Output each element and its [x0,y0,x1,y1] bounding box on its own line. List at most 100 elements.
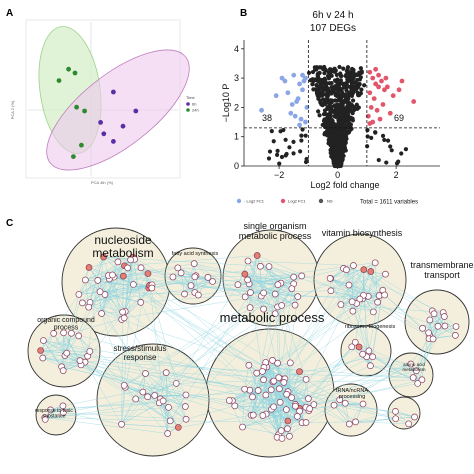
network-edge [88,267,309,399]
network-edge [229,356,367,401]
network-node [293,413,301,420]
network-node [260,305,267,313]
network-edge [78,256,104,336]
network-edge [122,287,153,313]
network-node [164,430,171,437]
network-edge [362,298,434,340]
volcano-ns-point [329,85,334,90]
volcano-point-up [373,66,379,72]
panel-b-volcano-plot: 6h v 24 h 107 DEGs 0 1 2 3 4 −2 0 2 38 69 −Log1… [221,10,440,206]
volcano-ns-point [337,64,342,70]
network-edge [149,285,185,295]
network-node [142,370,149,377]
network-node [280,379,288,386]
network-edge [88,267,126,312]
volcano-y-tick-label: 1 [234,132,239,142]
volcano-y-tick-label: 2 [234,102,239,112]
network-edge [363,269,446,327]
network-edge [62,383,177,407]
group-6h-ellipse [46,49,190,171]
network-node [244,276,251,284]
network-edge [124,373,146,386]
network-node [381,291,388,299]
volcano-ns-point [316,96,321,101]
network-edge [97,267,142,281]
network-node [283,390,291,398]
volcano-ns-point [373,130,378,135]
network-node [304,395,312,402]
network-edge [147,273,192,286]
pca-point-6h [111,89,116,95]
network-node [181,290,188,298]
volcano-ns-point [322,64,327,70]
network-node [278,435,286,442]
volcano-ns-point [329,148,334,153]
network-node [267,386,275,394]
network-edge [176,383,281,403]
volcano-ns-point [337,123,342,128]
network-edge [63,332,68,354]
network-edge [162,400,179,428]
volcano-point-up [399,78,405,84]
network-node [79,299,86,307]
network-edge [121,276,124,425]
volcano-ns-point [344,113,350,118]
network-node [259,368,266,375]
network-node [94,277,102,284]
volcano-ns-point [345,65,351,70]
volcano-subtitle: 107 DEGs [310,23,356,34]
network-node [306,405,314,413]
volcano-point-down [273,93,279,99]
network-edge [80,364,282,431]
network-edge [43,340,264,381]
network-node [352,418,359,426]
volcano-count-down: 38 [262,113,272,123]
network-node [119,272,127,280]
volcano-ns-point [278,129,283,134]
network-edge [207,277,250,285]
network-node [426,316,434,324]
network-edge [78,256,104,295]
volcano-point-down [297,81,302,87]
volcano-ns-point [338,86,343,91]
network-node [166,417,174,425]
network-edge [121,276,294,425]
network-node [330,401,338,409]
volcano-point-down [289,102,295,107]
network-edge [42,332,64,359]
network-edge [263,367,414,378]
network-node [151,392,159,399]
network-node [270,403,278,411]
volcano-point-up [374,107,380,113]
network-edge [329,265,354,279]
volcano-ns-point [332,87,338,92]
volcano-ns-point [347,90,352,95]
pca-point-24h [74,104,79,110]
volcano-point-up [396,87,402,93]
volcano-point-down [285,90,291,96]
network-edge [422,316,445,329]
volcano-ns-point [388,144,393,149]
network-edge [262,294,385,372]
network-edge [190,285,251,293]
network-edge [234,397,292,407]
network-edge [345,402,415,418]
volcano-ns-point [365,128,370,133]
network-edge [176,284,239,384]
network-node [177,269,185,277]
network-node [286,359,294,367]
volcano-xlabel: Log2 fold change [310,180,379,190]
network-node [47,406,54,414]
volcano-ns-point [328,100,333,105]
volcano-ns-point [328,143,334,148]
network-node [277,427,285,435]
network-node [253,369,261,377]
network-node [100,253,107,261]
volcano-point-up [373,81,379,87]
network-node [174,264,182,272]
cluster-label: ribosome biogenesis [345,324,396,330]
volcano-ns-point [342,116,347,121]
network-node [174,424,182,431]
network-edge [50,402,160,411]
network-edge [166,372,245,390]
